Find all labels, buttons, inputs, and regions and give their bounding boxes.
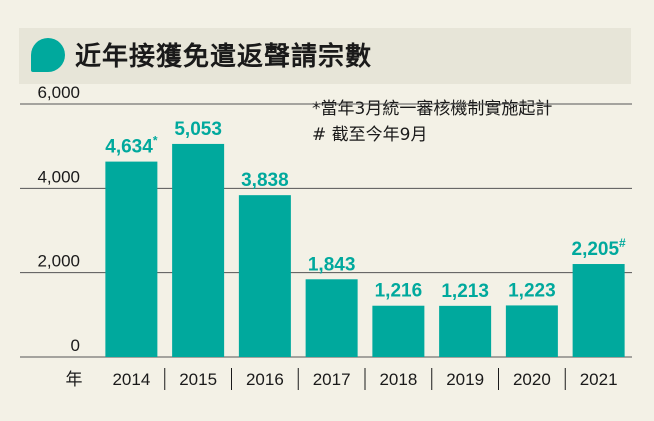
- x-tick-label-2020: 2020: [513, 370, 551, 389]
- value-label-2014: 4,634*: [105, 134, 158, 158]
- y-tick-label: 0: [71, 336, 80, 355]
- x-tick-label-2014: 2014: [112, 370, 150, 389]
- bar-2015: [172, 143, 225, 357]
- x-tick-label-2021: 2021: [580, 370, 618, 389]
- title-band: [19, 28, 631, 84]
- bar-2021: [572, 264, 625, 357]
- chart-title: 近年接獲免遣返聲請宗數: [75, 42, 373, 72]
- bar-2018: [372, 305, 425, 357]
- value-label-2015: 5,053: [174, 119, 222, 140]
- x-axis-label: 年: [66, 370, 83, 389]
- bar-2017: [305, 279, 358, 357]
- x-tick-label-2017: 2017: [313, 370, 351, 389]
- value-label-2018: 1,216: [375, 281, 423, 302]
- y-tick-label: 2,000: [37, 252, 80, 271]
- x-tick-label-2016: 2016: [246, 370, 284, 389]
- x-tick-label-2019: 2019: [446, 370, 484, 389]
- value-label-2020: 1,223: [508, 280, 556, 301]
- bar-2014: [105, 161, 158, 357]
- value-label-2017: 1,843: [308, 254, 356, 275]
- x-tick-label-2015: 2015: [179, 370, 217, 389]
- y-tick-label: 6,000: [37, 83, 80, 102]
- value-label-2019: 1,213: [441, 281, 489, 302]
- speech-bubble-icon: [31, 38, 65, 72]
- x-tick-label-2018: 2018: [379, 370, 417, 389]
- value-label-2016: 3,838: [241, 170, 289, 191]
- bar-2019: [439, 305, 492, 357]
- bar-2016: [238, 195, 291, 357]
- footnote-hash: # 截至今年9月: [312, 125, 428, 145]
- value-label-2021: 2,205#: [572, 236, 627, 260]
- y-tick-label: 4,000: [37, 167, 80, 186]
- bar-2020: [505, 305, 558, 357]
